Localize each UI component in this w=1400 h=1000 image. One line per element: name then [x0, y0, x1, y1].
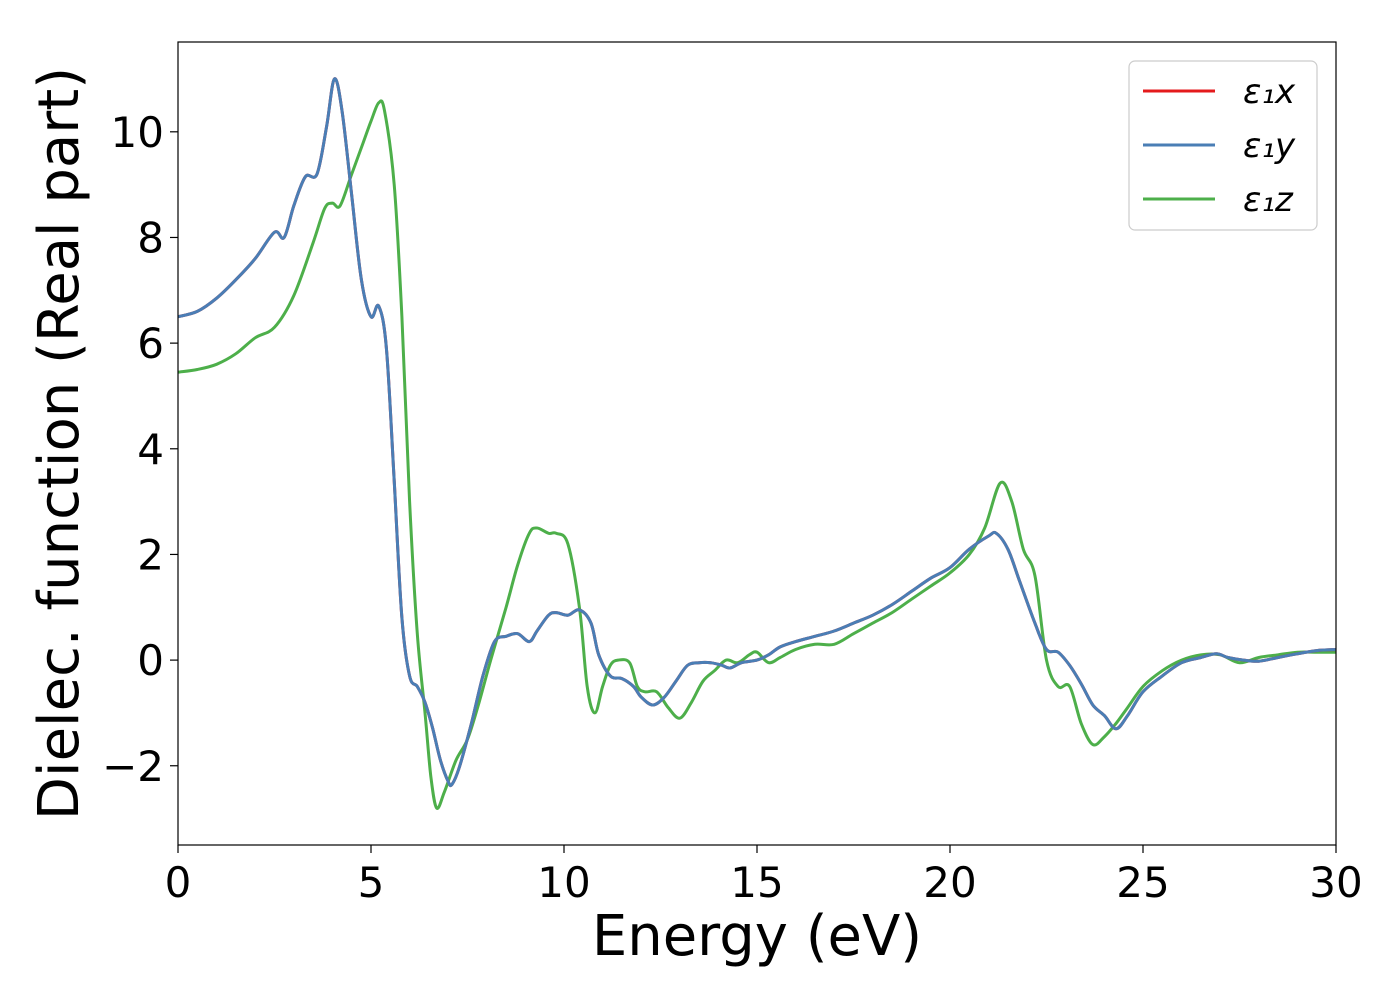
x-tick-label: 0: [165, 858, 192, 907]
x-tick-label: 25: [1116, 858, 1169, 907]
x-tick-label: 20: [923, 858, 976, 907]
y-tick-label: 8: [137, 213, 164, 262]
y-tick-label: −2: [102, 742, 164, 791]
x-axis-ticks: 0 5 10 15 20 25 30: [165, 845, 1363, 907]
x-axis-label: Energy (eV): [592, 904, 922, 969]
y-axis-label: Dielec. function (Real part): [27, 67, 92, 820]
legend: ε₁x ε₁y ε₁z: [1128, 60, 1318, 231]
series-layer: [178, 77, 1336, 810]
y-tick-label: 2: [137, 530, 164, 579]
x-tick-label: 10: [537, 858, 590, 907]
x-tick-label: 15: [730, 858, 783, 907]
series-eps1-z-line: [178, 99, 1336, 810]
x-tick-label: 5: [358, 858, 385, 907]
series-eps1-z-legend-label: ε₁z: [1243, 180, 1294, 220]
series-eps1-y-legend-label: ε₁y: [1243, 126, 1296, 166]
series-eps1-x-legend-label: ε₁x: [1243, 72, 1296, 112]
y-tick-label: 10: [111, 108, 164, 157]
series-eps1-y-line: [178, 77, 1336, 788]
y-tick-label: 6: [137, 319, 164, 368]
legend-box: [1128, 60, 1318, 231]
y-tick-label: 0: [137, 636, 164, 685]
y-tick-label: 4: [137, 425, 164, 474]
x-tick-label: 30: [1309, 858, 1362, 907]
y-axis-ticks: −2 0 2 4 6 8 10: [102, 108, 178, 791]
